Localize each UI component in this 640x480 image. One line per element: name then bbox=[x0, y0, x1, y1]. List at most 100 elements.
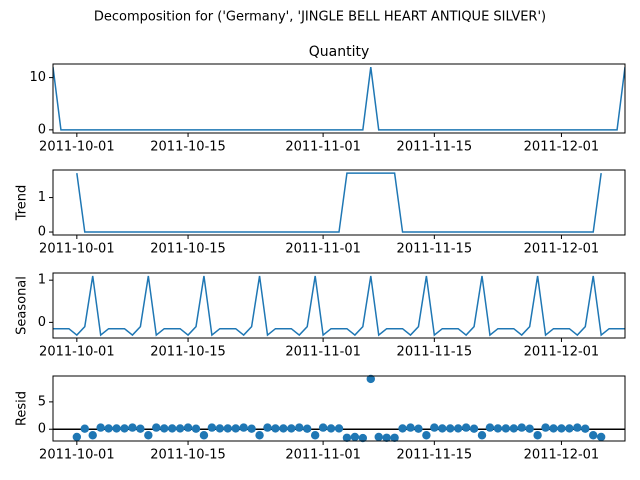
y-tick-label: 5 bbox=[38, 394, 46, 409]
axes-frame bbox=[52, 63, 626, 134]
x-tick-label: 2011-11-01 bbox=[285, 345, 361, 360]
point bbox=[446, 424, 455, 433]
point bbox=[263, 423, 272, 432]
x-tick-label: 2011-10-15 bbox=[150, 140, 226, 155]
point bbox=[167, 424, 177, 433]
point bbox=[152, 423, 161, 432]
point bbox=[453, 424, 463, 433]
point bbox=[295, 423, 304, 432]
point bbox=[120, 424, 129, 433]
point bbox=[271, 424, 280, 433]
point bbox=[199, 431, 209, 440]
point bbox=[501, 424, 511, 433]
point bbox=[112, 424, 121, 433]
y-tick-label: 0 bbox=[38, 225, 46, 240]
series-line bbox=[53, 275, 625, 337]
point bbox=[422, 431, 431, 440]
y-axis-label: Trend bbox=[15, 185, 30, 222]
point bbox=[223, 424, 232, 433]
point bbox=[287, 424, 296, 433]
point bbox=[477, 431, 487, 440]
x-tick-label: 2011-12-01 bbox=[524, 242, 600, 257]
x-tick-label: 2011-11-15 bbox=[397, 140, 473, 155]
x-tick-label: 2011-10-15 bbox=[150, 345, 226, 360]
point bbox=[80, 424, 89, 433]
point bbox=[128, 423, 137, 432]
point bbox=[136, 424, 145, 433]
point bbox=[96, 423, 105, 432]
point bbox=[430, 423, 439, 432]
point bbox=[461, 423, 471, 432]
point bbox=[215, 424, 225, 433]
y-tick-label: 1 bbox=[38, 190, 46, 205]
point bbox=[390, 433, 399, 442]
point bbox=[438, 424, 447, 433]
point bbox=[231, 424, 240, 433]
point bbox=[144, 431, 153, 440]
point bbox=[88, 431, 97, 440]
figure-title: Decomposition for ('Germany', 'JINGLE BE… bbox=[94, 10, 546, 25]
point bbox=[509, 424, 518, 433]
x-tick-label: 2011-12-01 bbox=[524, 448, 600, 463]
x-tick-label: 2011-10-01 bbox=[39, 345, 115, 360]
point bbox=[342, 433, 352, 442]
x-tick-label: 2011-10-01 bbox=[39, 448, 115, 463]
point bbox=[183, 423, 193, 432]
point bbox=[557, 424, 566, 433]
x-tick-label: 2011-12-01 bbox=[524, 140, 600, 155]
y-tick-label: 0 bbox=[38, 122, 46, 137]
point bbox=[255, 431, 264, 440]
x-tick-label: 2011-11-01 bbox=[285, 140, 361, 155]
point bbox=[318, 423, 328, 432]
point bbox=[573, 423, 582, 432]
point bbox=[374, 432, 383, 442]
point bbox=[414, 424, 423, 433]
y-tick-label: 0 bbox=[38, 315, 46, 330]
x-tick-label: 2011-11-15 bbox=[397, 242, 473, 257]
point bbox=[589, 431, 598, 440]
point bbox=[382, 433, 391, 442]
x-tick-label: 2011-11-01 bbox=[285, 242, 361, 257]
x-tick-label: 2011-10-15 bbox=[150, 448, 226, 463]
axes-frame bbox=[52, 375, 626, 442]
point bbox=[175, 424, 185, 433]
y-axis-label: Seasonal bbox=[15, 276, 30, 335]
point bbox=[358, 433, 368, 443]
point bbox=[517, 423, 526, 432]
point bbox=[326, 424, 336, 433]
point bbox=[581, 424, 590, 433]
point bbox=[279, 424, 288, 433]
point bbox=[191, 424, 201, 433]
point bbox=[104, 424, 113, 433]
point bbox=[406, 423, 415, 432]
x-tick-label: 2011-11-15 bbox=[397, 448, 473, 463]
point bbox=[160, 424, 169, 433]
point bbox=[247, 424, 256, 433]
point bbox=[366, 374, 375, 384]
y-tick-label: 1 bbox=[38, 273, 46, 288]
point bbox=[596, 432, 606, 442]
point bbox=[350, 432, 360, 442]
point bbox=[525, 424, 534, 433]
x-tick-label: 2011-12-01 bbox=[524, 345, 600, 360]
point bbox=[398, 424, 407, 433]
point bbox=[207, 423, 217, 432]
point bbox=[334, 424, 344, 433]
x-tick-label: 2011-11-15 bbox=[397, 345, 473, 360]
point bbox=[485, 423, 495, 432]
point bbox=[72, 432, 82, 442]
axes-frame bbox=[52, 272, 626, 339]
x-tick-label: 2011-11-01 bbox=[285, 448, 361, 463]
x-tick-label: 2011-10-01 bbox=[39, 242, 115, 257]
point bbox=[303, 424, 312, 433]
x-tick-label: 2011-10-15 bbox=[150, 242, 226, 257]
point bbox=[493, 424, 503, 433]
point bbox=[549, 424, 558, 433]
y-tick-label: 0 bbox=[38, 422, 46, 437]
panel-title: Quantity bbox=[309, 44, 370, 60]
y-axis-label: Resid bbox=[15, 391, 30, 426]
point bbox=[469, 424, 479, 433]
point bbox=[541, 423, 550, 432]
axes-frame bbox=[52, 169, 626, 236]
